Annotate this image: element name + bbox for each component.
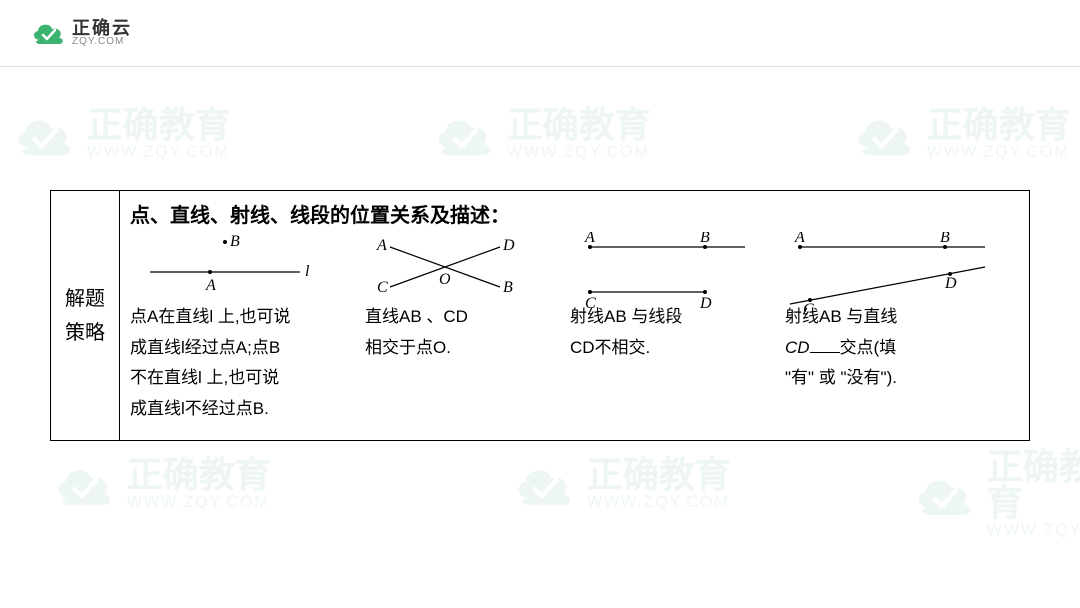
- logo-text-cn: 正确云: [72, 19, 132, 37]
- strategy-label-cell: 解题 策略: [51, 191, 120, 440]
- svg-text:A: A: [376, 237, 387, 254]
- section-title: 点、直线、射线、线段的位置关系及描述：: [130, 199, 1019, 228]
- diagram-3: A B C D: [570, 232, 760, 302]
- example-1: B l A 点A在直线l 上,也可说 成直线l经过点A;点B 不在直线l 上,也…: [130, 232, 340, 424]
- diagram-1: B l A: [130, 232, 340, 302]
- caption-4: 射线AB 与直线 CD交点(填 "有" 或 "没有").: [785, 302, 985, 394]
- svg-text:O: O: [439, 271, 451, 288]
- diagram-4: A B C D: [785, 232, 985, 302]
- svg-text:C: C: [377, 279, 388, 296]
- example-2: A D C B O 直线AB 、CD 相交于点O.: [365, 232, 545, 424]
- page-header: 正确云 ZQY.COM: [0, 0, 1080, 67]
- strategy-label-1: 解题: [65, 282, 105, 316]
- svg-text:D: D: [699, 295, 712, 312]
- content-frame: 解题 策略 点、直线、射线、线段的位置关系及描述： B l A: [50, 190, 1030, 441]
- content-cell: 点、直线、射线、线段的位置关系及描述： B l A 点A在直线l 上,也可说: [120, 191, 1029, 440]
- strategy-label-2: 策略: [65, 316, 105, 350]
- svg-text:B: B: [940, 232, 950, 246]
- label-l: l: [305, 263, 310, 280]
- svg-text:D: D: [502, 237, 515, 254]
- svg-text:C: C: [803, 301, 814, 312]
- svg-text:A: A: [794, 232, 805, 246]
- svg-text:C: C: [585, 295, 596, 312]
- example-4: A B C D 射线AB 与直线 CD交点(填: [785, 232, 985, 424]
- fill-blank: [810, 335, 840, 353]
- svg-text:D: D: [944, 275, 957, 292]
- caption-1: 点A在直线l 上,也可说 成直线l经过点A;点B 不在直线l 上,也可说 成直线…: [130, 302, 340, 424]
- examples-row: B l A 点A在直线l 上,也可说 成直线l经过点A;点B 不在直线l 上,也…: [130, 232, 1019, 424]
- label-A: A: [205, 277, 216, 294]
- cloud-check-icon: [30, 20, 66, 46]
- svg-text:B: B: [503, 279, 513, 296]
- svg-text:A: A: [584, 232, 595, 246]
- svg-text:B: B: [700, 232, 710, 246]
- label-B: B: [230, 233, 240, 250]
- logo: 正确云 ZQY.COM: [30, 19, 132, 47]
- diagram-2: A D C B O: [365, 232, 545, 302]
- caption-2: 直线AB 、CD 相交于点O.: [365, 302, 545, 363]
- example-3: A B C D 射线AB 与线段 CD不相交.: [570, 232, 760, 424]
- logo-text-en: ZQY.COM: [72, 37, 132, 47]
